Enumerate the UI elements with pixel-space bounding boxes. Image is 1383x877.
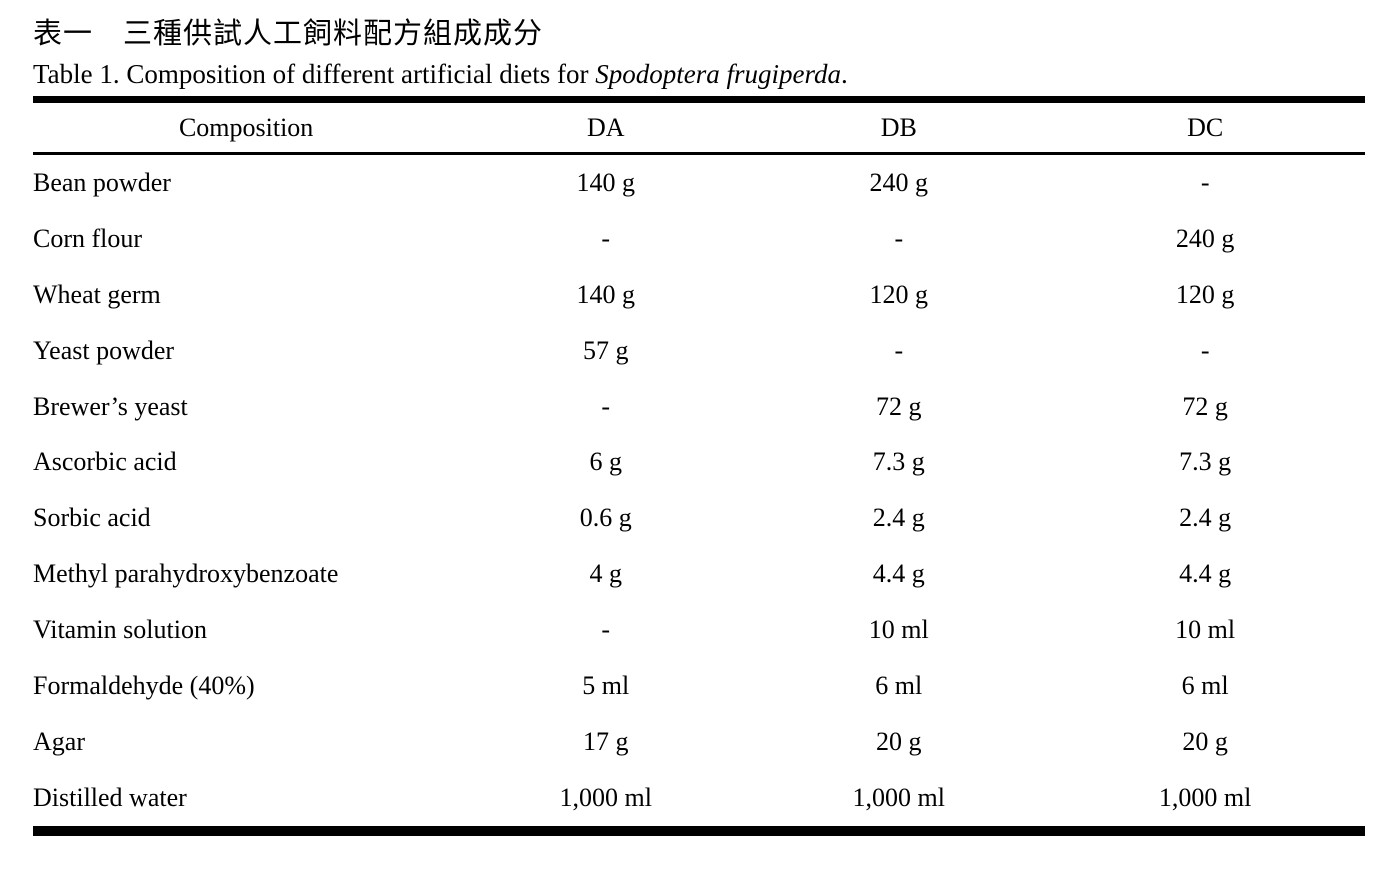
table-row-agar: Agar 17 g 20 g 20 g [33, 714, 1365, 770]
table-row-yeast-powder: Yeast powder 57 g - - [33, 323, 1365, 379]
value-da: 0.6 g [579, 503, 632, 533]
ingredient-name: Corn flour [33, 223, 143, 253]
ingredient-name: Ascorbic acid [33, 447, 177, 477]
ingredient-name: Agar [33, 726, 85, 756]
value-da: 5 ml [582, 670, 630, 700]
value-dc: 72 g [1182, 391, 1228, 421]
value-dc: 7.3 g [1179, 447, 1232, 477]
value-dc: - [1200, 335, 1210, 365]
value-da: 57 g [583, 335, 629, 365]
composition-table: Composition DA DB DC Bean powder 140 g 2… [33, 96, 1365, 836]
table-title-english: Table 1. Composition of different artifi… [33, 57, 1365, 91]
value-dc: 4.4 g [1179, 559, 1232, 589]
table-row-ascorbic-acid: Ascorbic acid 6 g 7.3 g 7.3 g [33, 434, 1365, 490]
table-title-english-text: Table 1. Composition of different artifi… [33, 59, 596, 89]
value-dc: 6 ml [1181, 670, 1229, 700]
table-row-sorbic-acid: Sorbic acid 0.6 g 2.4 g 2.4 g [33, 490, 1365, 546]
value-db: 4.4 g [872, 559, 925, 589]
table-header-row: Composition DA DB DC [33, 99, 1365, 155]
ingredient-name: Formaldehyde (40%) [33, 670, 255, 700]
value-da: 6 g [589, 447, 623, 477]
value-db: 1,000 ml [852, 782, 945, 812]
ingredient-name: Methyl parahydroxybenzoate [33, 559, 339, 589]
value-da: - [601, 615, 611, 645]
value-dc: 20 g [1182, 726, 1228, 756]
column-header-db: DB [752, 99, 1046, 155]
value-dc: 10 ml [1175, 615, 1236, 645]
value-db: 20 g [876, 726, 922, 756]
ingredient-name: Distilled water [33, 782, 187, 812]
value-da: 1,000 ml [559, 782, 652, 812]
document-page: 表一 三種供試人工飼料配方組成成分 Table 1. Composition o… [33, 18, 1365, 836]
value-da: - [601, 391, 611, 421]
table-row-corn-flour: Corn flour - - 240 g [33, 211, 1365, 267]
value-db: - [894, 335, 904, 365]
value-db: - [894, 223, 904, 253]
table-row-bean-powder: Bean powder 140 g 240 g - [33, 154, 1365, 211]
value-db: 72 g [876, 391, 922, 421]
table-row-vitamin-solution: Vitamin solution - 10 ml 10 ml [33, 602, 1365, 658]
value-db: 6 ml [875, 670, 923, 700]
value-dc: 2.4 g [1179, 503, 1232, 533]
value-dc: - [1200, 167, 1210, 197]
value-dc: 120 g [1175, 279, 1235, 309]
value-da: 17 g [583, 726, 629, 756]
table-row-formaldehyde: Formaldehyde (40%) 5 ml 6 ml 6 ml [33, 658, 1365, 714]
value-dc: 240 g [1175, 223, 1235, 253]
value-db: 7.3 g [872, 447, 925, 477]
ingredient-name: Brewer’s yeast [33, 391, 188, 421]
table-title-chinese: 表一 三種供試人工飼料配方組成成分 [33, 18, 544, 50]
table-row-brewers-yeast: Brewer’s yeast - 72 g 72 g [33, 379, 1365, 435]
table-row-wheat-germ: Wheat germ 140 g 120 g 120 g [33, 267, 1365, 323]
ingredient-name: Wheat germ [33, 279, 161, 309]
column-header-composition: Composition [33, 99, 460, 155]
ingredient-name: Bean powder [33, 167, 171, 197]
table-title-english-period: . [840, 59, 848, 89]
column-header-da: DA [459, 99, 753, 155]
species-name-italic: Spodoptera frugiperda [595, 59, 841, 89]
value-da: 140 g [576, 167, 636, 197]
column-header-dc: DC [1045, 99, 1365, 155]
table-row-distilled-water: Distilled water 1,000 ml 1,000 ml 1,000 … [33, 770, 1365, 831]
value-db: 240 g [869, 167, 929, 197]
value-da: 4 g [589, 559, 623, 589]
ingredient-name: Yeast powder [33, 335, 175, 365]
value-da: 140 g [576, 279, 636, 309]
value-db: 2.4 g [872, 503, 925, 533]
ingredient-name: Sorbic acid [33, 503, 151, 533]
ingredient-name: Vitamin solution [33, 615, 207, 645]
table-row-methyl-parahydroxybenzoate: Methyl parahydroxybenzoate 4 g 4.4 g 4.4… [33, 546, 1365, 602]
value-db: 10 ml [868, 615, 929, 645]
value-db: 120 g [869, 279, 929, 309]
value-da: - [601, 223, 611, 253]
value-dc: 1,000 ml [1158, 782, 1252, 812]
